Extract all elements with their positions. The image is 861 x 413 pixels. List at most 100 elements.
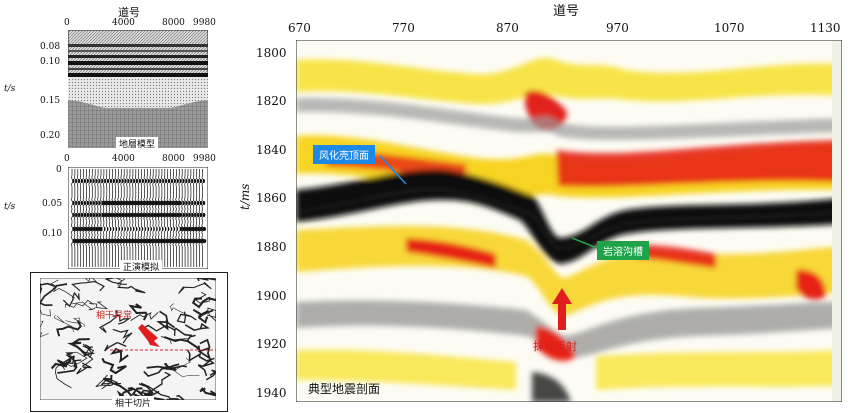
wiggle-peak <box>104 239 108 243</box>
coherence-stroke <box>176 311 197 324</box>
wiggle-peak <box>185 213 188 217</box>
coherence-stroke <box>164 336 201 352</box>
wiggle-peak <box>188 213 191 217</box>
wiggle-peak <box>78 239 82 243</box>
wiggle-peak <box>179 201 182 205</box>
wiggle-peak <box>127 227 129 231</box>
forward-xtick-0: 0 <box>64 154 70 164</box>
wiggle-trace <box>183 169 190 267</box>
section-ytick-7: 1940 <box>256 386 287 400</box>
section-ylabel: t/ms <box>238 183 252 210</box>
label-strong-reflection: 抹除反射 <box>533 340 577 353</box>
coherence-stroke <box>84 278 97 282</box>
wiggle-peak <box>147 201 152 205</box>
wiggle-peak <box>95 201 98 205</box>
wiggle-peak <box>196 201 200 205</box>
wiggle-trace <box>154 169 161 267</box>
wiggle-peak <box>168 239 172 243</box>
wiggle-peak <box>127 179 130 183</box>
wiggle-peak <box>176 213 180 217</box>
wiggle-peak <box>75 227 79 231</box>
section-ytick-3: 1860 <box>256 191 287 205</box>
wiggle-peak <box>115 201 120 205</box>
section-xtick-4: 1070 <box>714 21 745 35</box>
wiggle-trace <box>120 169 126 267</box>
wiggle-peak <box>182 201 185 205</box>
wiggle-peak <box>115 213 120 217</box>
wiggle-trace <box>123 169 129 267</box>
wiggle-trace <box>169 169 175 267</box>
wiggle-peak <box>95 227 99 231</box>
coherence-stroke <box>140 382 179 400</box>
wiggle-peak <box>127 239 131 243</box>
wiggle-peak <box>72 239 76 243</box>
wiggle-peak <box>115 227 118 231</box>
wiggle-peak <box>185 201 188 205</box>
wiggle-peak <box>162 227 164 231</box>
wiggle-peak <box>101 227 103 231</box>
wiggle-peak <box>104 179 107 183</box>
wiggle-peak <box>147 227 149 231</box>
wiggle-peak <box>173 213 178 217</box>
wiggle-peak <box>159 201 163 205</box>
wiggle-trace <box>149 169 155 267</box>
wiggle-peak <box>173 201 178 205</box>
wiggle-peak <box>188 179 191 183</box>
coherence-caption: 相干切片 <box>112 396 155 409</box>
wiggle-peak <box>165 239 169 243</box>
coherence-stroke <box>173 357 200 377</box>
wiggle-peak <box>159 179 162 183</box>
wiggle-peak <box>188 201 191 205</box>
model-xtick-1: 4000 <box>112 18 135 28</box>
wiggle-peak <box>109 179 113 183</box>
coherence-stroke <box>138 383 160 396</box>
wiggle-peak <box>194 227 198 231</box>
wiggle-trace <box>85 169 91 267</box>
wiggle-trace <box>79 169 85 267</box>
wiggle-trace <box>178 169 184 267</box>
wiggle-trace <box>88 169 94 267</box>
wiggle-peak <box>130 239 134 243</box>
coherence-stroke <box>56 319 82 337</box>
coherence-stroke <box>148 371 172 394</box>
wiggle-trace <box>131 169 137 267</box>
wiggle-peak <box>101 239 105 243</box>
wiggle-peak <box>86 201 90 205</box>
forward-caption: 正演模拟 <box>120 260 163 273</box>
coherence-stroke <box>112 314 132 325</box>
section-ytick-1: 1820 <box>256 94 287 108</box>
wiggle-peak <box>179 179 182 183</box>
wiggle-peak <box>156 213 160 217</box>
model-panel: 道号 0 4000 8000 9980 t/s 0.08 0.10 0.15 0… <box>0 0 230 150</box>
wiggle-peak <box>112 239 117 243</box>
wiggle-peak <box>197 227 201 231</box>
wiggle-peak <box>153 179 156 183</box>
coherence-stroke <box>156 310 176 331</box>
wiggle-peak <box>130 213 134 217</box>
wiggle-peak <box>185 239 189 243</box>
section-ytick-4: 1880 <box>256 240 287 254</box>
wiggle-trace <box>102 169 108 267</box>
wiggle-peak <box>110 213 114 217</box>
forward-panel: 0 4000 8000 9980 t/s 0 0.05 0.10 正演模拟 <box>0 150 230 273</box>
wiggle-peak <box>138 227 141 231</box>
coherence-stroke <box>40 283 68 307</box>
label-weathered-top: 风化壳顶面 <box>313 145 375 164</box>
forward-ytick-2: 0.10 <box>42 229 63 239</box>
wiggle-peak <box>124 213 128 217</box>
wiggle-peak <box>191 201 194 205</box>
wiggle-peak <box>89 201 93 205</box>
coherence-stroke <box>89 301 109 310</box>
wiggle-peak <box>144 239 149 243</box>
wiggle-peak <box>107 179 110 183</box>
wiggle-peak <box>176 227 178 231</box>
wiggle-peak <box>141 227 144 231</box>
model-ylabel: t/s <box>4 84 16 94</box>
wiggle-peak <box>162 239 166 243</box>
wiggle-peak <box>136 179 139 183</box>
wiggle-peak <box>196 213 200 217</box>
wiggle-peak <box>110 201 114 205</box>
wiggle-peak <box>185 179 188 183</box>
wiggle-peak <box>133 179 136 183</box>
forward-ylabel: t/s <box>4 202 16 212</box>
